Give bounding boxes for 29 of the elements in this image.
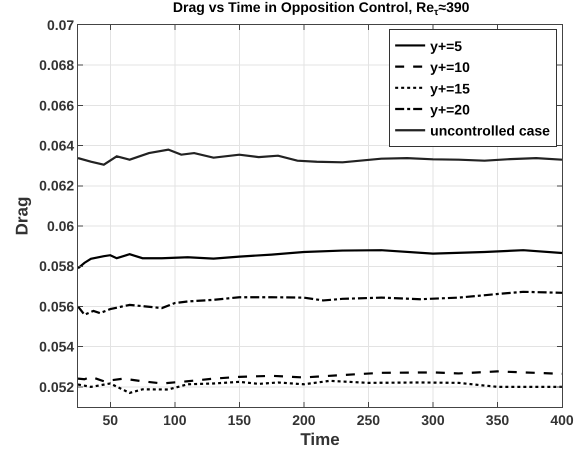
y-tick-label: 0.064 xyxy=(39,138,74,154)
x-tick-label: 100 xyxy=(163,412,187,428)
legend-label: y+=20 xyxy=(430,101,470,118)
x-axis-title: Time xyxy=(300,430,340,450)
x-tick-label: 150 xyxy=(228,412,252,428)
chart-title: Drag vs Time in Opposition Control, Re$_{τ}$≈390 xyxy=(172,0,470,18)
line-series xyxy=(78,249,562,270)
y-tick-label: 0.066 xyxy=(39,97,74,114)
y-tick-label: 0.054 xyxy=(39,338,74,355)
x-tick-label: 400 xyxy=(550,412,574,428)
line-series xyxy=(78,148,562,166)
legend-label: y+=10 xyxy=(430,59,470,76)
x-tick-label: 250 xyxy=(356,412,380,428)
legend-label: y+=15 xyxy=(430,80,470,96)
y-tick-label: 0.07 xyxy=(46,16,74,33)
line-series xyxy=(78,290,562,316)
y-tick-label: 0.068 xyxy=(39,57,74,74)
y-tick-label: 0.06 xyxy=(46,218,74,234)
y-tick-label: 0.058 xyxy=(39,258,74,274)
y-axis-title: Drag xyxy=(12,196,32,236)
x-tick-label: 300 xyxy=(421,412,445,428)
y-tick-label: 0.052 xyxy=(39,378,74,395)
y-tick-label: 0.056 xyxy=(39,298,74,314)
legend-label: uncontrolled case xyxy=(430,122,550,139)
x-tick-label: 50 xyxy=(102,412,118,428)
legend-label: y+=5 xyxy=(430,38,462,54)
x-tick-label: 350 xyxy=(486,412,510,428)
y-tick-label: 0.062 xyxy=(39,178,74,194)
x-tick-label: 200 xyxy=(292,412,316,428)
